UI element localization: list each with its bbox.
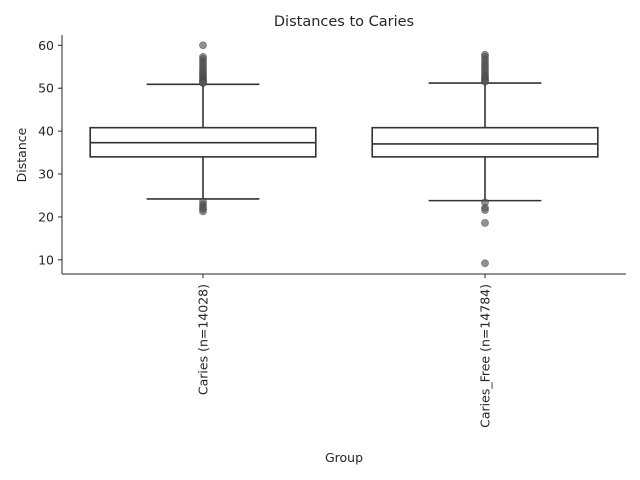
outlier-point [481,206,489,214]
outlier-point [199,41,207,50]
outlier-point [481,77,489,86]
x-ticks: Caries (n=14028) Caries_Free (n=14784) [196,274,493,428]
y-tick-label: 30 [38,167,54,182]
y-axis-label: Distance [14,127,29,182]
outlier-point [481,219,489,227]
x-tick-label: Caries_Free (n=14784) [478,284,493,428]
outlier-point [199,207,207,216]
outlier-point [481,259,489,268]
outlier-point [199,79,207,87]
chart-title: Distances to Caries [274,14,414,30]
y-tick-label: 60 [38,38,54,53]
y-tick-label: 20 [38,209,54,224]
x-axis-label: Group [325,450,363,465]
y-tick-label: 40 [38,124,54,139]
iqr-box [371,126,599,158]
y-ticks: 10 20 30 40 50 60 [38,38,62,267]
y-tick-label: 10 [38,252,54,267]
boxes-group [89,41,599,268]
y-tick-label: 50 [38,81,54,96]
x-tick-label: Caries (n=14028) [196,284,211,395]
